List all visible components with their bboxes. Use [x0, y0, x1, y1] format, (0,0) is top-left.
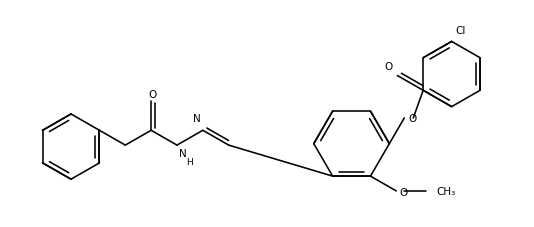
- Text: O: O: [148, 89, 156, 99]
- Text: N: N: [193, 114, 201, 124]
- Text: O: O: [399, 187, 407, 197]
- Text: H: H: [186, 157, 193, 166]
- Text: N: N: [179, 148, 187, 158]
- Text: Cl: Cl: [456, 25, 466, 35]
- Text: CH₃: CH₃: [436, 186, 456, 196]
- Text: O: O: [409, 114, 417, 123]
- Text: O: O: [384, 61, 392, 71]
